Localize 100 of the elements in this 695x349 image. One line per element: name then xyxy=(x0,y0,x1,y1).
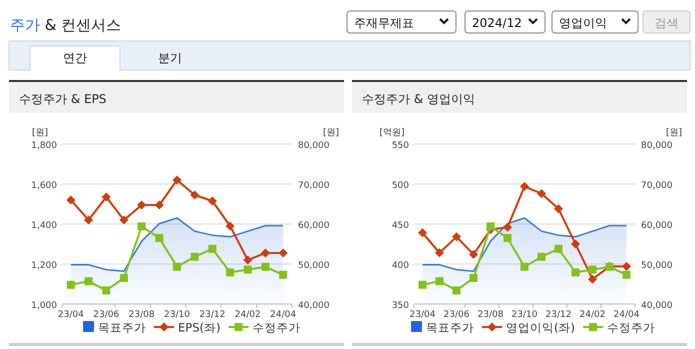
point xyxy=(436,277,444,286)
text: 분기 xyxy=(158,51,182,65)
y2-tick-label: 40,000 xyxy=(298,301,330,311)
y-tick-label: 1,800 xyxy=(31,141,58,151)
x-tick-label: 23/06 xyxy=(93,310,120,320)
text: 2024/12 xyxy=(472,16,522,30)
point xyxy=(137,200,146,210)
point xyxy=(572,268,580,276)
y-axis-title: [억원] xyxy=(379,128,405,138)
chart-title: 수정주가 & 영업이익 xyxy=(362,92,475,106)
y-tick-label: 550 xyxy=(392,141,410,151)
x-tick-label: 24/04 xyxy=(270,310,296,320)
y-tick-label: 450 xyxy=(392,221,410,231)
point xyxy=(503,222,512,232)
legend-label: 영업이익(좌) xyxy=(506,320,575,334)
point xyxy=(571,240,580,248)
legend-label: EPS(좌) xyxy=(178,320,220,334)
point xyxy=(452,286,460,294)
y2-axis-title: [원] xyxy=(666,128,682,138)
point xyxy=(278,248,288,258)
point xyxy=(520,262,528,271)
legend-label: 수정주가 xyxy=(606,320,655,334)
point xyxy=(208,244,216,253)
point xyxy=(190,190,200,200)
y2-tick-label: 50,000 xyxy=(641,261,673,271)
y-tick-label: 500 xyxy=(392,181,410,191)
point xyxy=(226,222,235,230)
point xyxy=(520,182,529,191)
point xyxy=(622,262,631,271)
point xyxy=(261,262,270,271)
point xyxy=(588,266,596,274)
point xyxy=(66,280,75,289)
point xyxy=(190,252,199,261)
y2-axis-title: [원] xyxy=(322,128,340,138)
text: 연간 xyxy=(63,51,87,65)
text: 주재무제표 xyxy=(354,16,414,30)
point xyxy=(155,234,164,242)
y2-tick-label: 60,000 xyxy=(641,221,673,231)
point xyxy=(226,268,234,276)
y2-tick-label: 70,000 xyxy=(298,181,330,191)
x-tick-label: 24/04 xyxy=(614,310,640,320)
y2-tick-label: 80,000 xyxy=(641,141,673,151)
point xyxy=(84,277,93,286)
legend-label: 목표주가 xyxy=(98,320,146,334)
legend-label: 수정주가 xyxy=(252,320,300,334)
text: 영업이익 xyxy=(559,16,607,30)
text: 검색 xyxy=(654,16,678,30)
point xyxy=(244,266,252,274)
x-tick-label: 23/08 xyxy=(478,310,504,320)
y-tick-label: 1,400 xyxy=(31,221,58,231)
x-tick-label: 23/12 xyxy=(199,310,226,320)
point xyxy=(469,250,478,259)
x-tick-label: 23/12 xyxy=(546,310,572,320)
point xyxy=(452,232,461,242)
x-tick-label: 24/02 xyxy=(580,310,606,320)
y-tick-label: 400 xyxy=(392,261,410,271)
point xyxy=(138,222,146,230)
y2-tick-label: 40,000 xyxy=(641,301,673,311)
point xyxy=(84,216,94,224)
point xyxy=(119,216,128,224)
text: 주가 & 컨센서스 xyxy=(10,16,122,34)
point xyxy=(435,248,444,258)
x-tick-label: 23/10 xyxy=(512,310,538,320)
point xyxy=(418,228,427,238)
point xyxy=(243,256,252,264)
point xyxy=(102,286,110,294)
point xyxy=(173,262,181,271)
y-tick-label: 1,000 xyxy=(31,301,58,311)
point xyxy=(537,189,546,198)
point xyxy=(279,270,288,279)
point xyxy=(154,200,164,210)
point xyxy=(120,274,128,282)
x-tick-label: 23/04 xyxy=(58,310,84,320)
point xyxy=(538,252,546,261)
x-tick-label: 24/02 xyxy=(234,310,261,320)
x-tick-label: 23/06 xyxy=(444,310,470,320)
point xyxy=(470,274,478,282)
point xyxy=(418,280,426,289)
point xyxy=(172,176,182,184)
point xyxy=(102,192,111,202)
y2-tick-label: 50,000 xyxy=(298,261,330,271)
y2-tick-label: 70,000 xyxy=(641,181,673,191)
y2-tick-label: 60,000 xyxy=(298,221,330,231)
point xyxy=(260,248,270,258)
y-axis-title: [원] xyxy=(32,128,48,138)
point xyxy=(588,274,597,284)
y-tick-label: 1,200 xyxy=(31,261,58,271)
point xyxy=(554,244,562,253)
y-tick-label: 1,600 xyxy=(31,181,58,191)
x-tick-label: 23/10 xyxy=(164,310,190,320)
y2-tick-label: 80,000 xyxy=(298,141,330,151)
point xyxy=(66,196,76,204)
y-tick-label: 350 xyxy=(392,301,410,311)
point xyxy=(486,222,494,230)
point xyxy=(622,270,630,279)
legend-label: 목표주가 xyxy=(426,320,474,334)
x-tick-label: 23/08 xyxy=(128,310,155,320)
chart-title: 수정주가 & EPS xyxy=(19,92,106,106)
point xyxy=(504,234,512,242)
point xyxy=(554,204,563,214)
